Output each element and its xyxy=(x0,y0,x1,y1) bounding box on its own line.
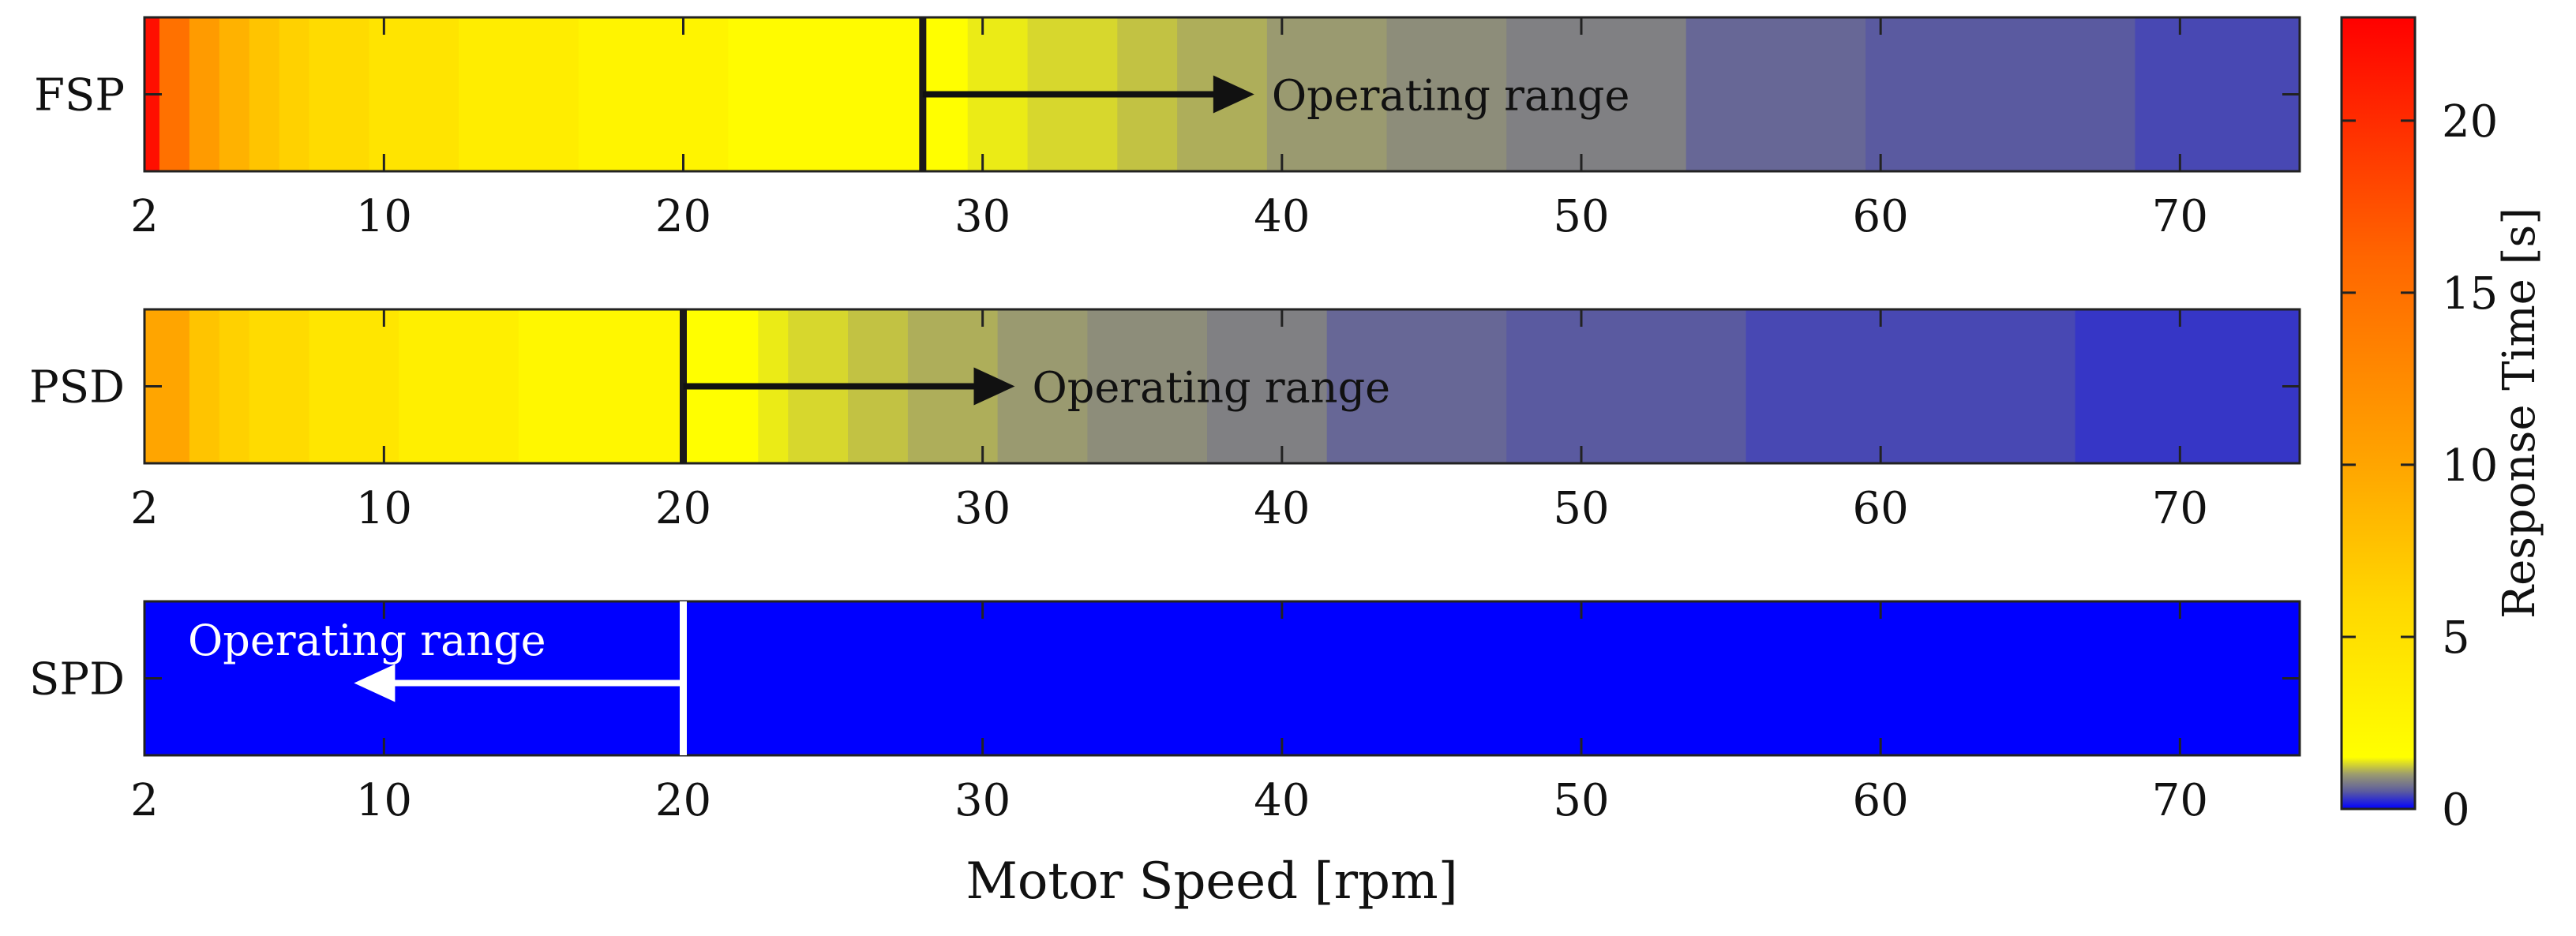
heatmap-cell xyxy=(309,309,399,463)
heatmap-cell xyxy=(459,17,579,171)
heatmap-cell xyxy=(1207,309,1328,463)
colorbar-title: Response Time [s] xyxy=(2494,208,2545,619)
heatmap-cell xyxy=(578,17,729,171)
arrow-head xyxy=(1213,75,1254,114)
x-tick-label: 70 xyxy=(2152,775,2208,826)
heatmap-cell xyxy=(1865,17,2136,171)
heatmap-cell xyxy=(144,601,2300,755)
x-axis-title: Motor Speed [rpm] xyxy=(966,852,1457,911)
colorbar-gradient xyxy=(2342,17,2415,809)
row-label-psd: PSD xyxy=(29,362,125,414)
heatmap-cell xyxy=(1386,17,1507,171)
x-tick-label: 30 xyxy=(954,191,1011,242)
x-tick-label: 40 xyxy=(1254,191,1310,242)
x-tick-label: 20 xyxy=(655,191,711,242)
panel-spd: 2 10 20 30 40 50 60 70 SPD Operating range xyxy=(29,600,2301,826)
colorbar-tick-label: 20 xyxy=(2442,96,2498,148)
x-tick-label: 40 xyxy=(1254,775,1310,826)
x-tick-label: 20 xyxy=(655,483,711,534)
x-tick-label: 30 xyxy=(954,775,1011,826)
heatmap-cell xyxy=(1685,17,1866,171)
arrow-head xyxy=(354,664,396,702)
x-tick-label: 10 xyxy=(356,191,412,242)
row-label-fsp: FSP xyxy=(34,70,125,122)
operating-range-label: Operating range xyxy=(1033,363,1391,413)
x-tick-label: 50 xyxy=(1553,191,1609,242)
x-tick-label: 10 xyxy=(356,483,412,534)
heatmap-cell xyxy=(369,17,459,171)
x-tick-label: 30 xyxy=(954,483,1011,534)
x-tick-label: 40 xyxy=(1254,483,1310,534)
heatmap-cell xyxy=(518,309,684,463)
heatmap-cell xyxy=(1326,309,1507,463)
colorbar-tick-label: 0 xyxy=(2442,784,2470,836)
operating-range-label: Operating range xyxy=(1272,71,1630,121)
x-tick-label: 2 xyxy=(130,483,159,534)
heatmap-cell xyxy=(1266,17,1388,171)
x-tick-label: 60 xyxy=(1853,191,1909,242)
x-tick-label: 70 xyxy=(2152,483,2208,534)
panel-fsp: 2 10 20 30 40 50 60 70 FSP Operating range xyxy=(34,16,2301,242)
colorbar-tick-label: 10 xyxy=(2442,440,2498,492)
heatmap-cell xyxy=(2135,17,2300,171)
colorbar-frame xyxy=(2340,16,2417,811)
operating-range-label: Operating range xyxy=(188,616,546,665)
x-tick-label: 70 xyxy=(2152,191,2208,242)
colorbar-tick-label: 15 xyxy=(2442,268,2498,320)
x-tick-label: 50 xyxy=(1553,483,1609,534)
arrow-head xyxy=(973,367,1015,406)
heatmap-cell xyxy=(728,17,924,171)
heatmap-cell xyxy=(219,17,250,171)
heatmap-cell xyxy=(1745,309,2076,463)
heatmap-cell xyxy=(1087,309,1208,463)
row-label-spd: SPD xyxy=(29,654,125,706)
heatmap-cell xyxy=(189,309,220,463)
x-tick-label: 2 xyxy=(130,191,159,242)
heatmap-cell xyxy=(2075,309,2300,463)
heatmap-cell xyxy=(1506,17,1687,171)
heatmap-cell xyxy=(189,17,220,171)
heatmap-cell xyxy=(249,309,310,463)
heatmap-cell xyxy=(279,17,310,171)
heatmap-cell xyxy=(399,309,519,463)
panel-psd: 2 10 20 30 40 50 60 70 PSD Operating range xyxy=(29,308,2301,534)
heatmap-cell xyxy=(1506,309,1747,463)
heatmap-cell xyxy=(219,309,250,463)
x-tick-label: 10 xyxy=(356,775,412,826)
colorbar-tick-label: 5 xyxy=(2442,612,2470,664)
x-tick-label: 50 xyxy=(1553,775,1609,826)
x-tick-label: 60 xyxy=(1853,775,1909,826)
heatmap-cell xyxy=(309,17,369,171)
x-tick-label: 60 xyxy=(1853,483,1909,534)
heatmap-cell xyxy=(159,17,190,171)
heatmap-cell xyxy=(249,17,280,171)
x-tick-label: 2 xyxy=(130,775,159,826)
x-tick-label: 20 xyxy=(655,775,711,826)
